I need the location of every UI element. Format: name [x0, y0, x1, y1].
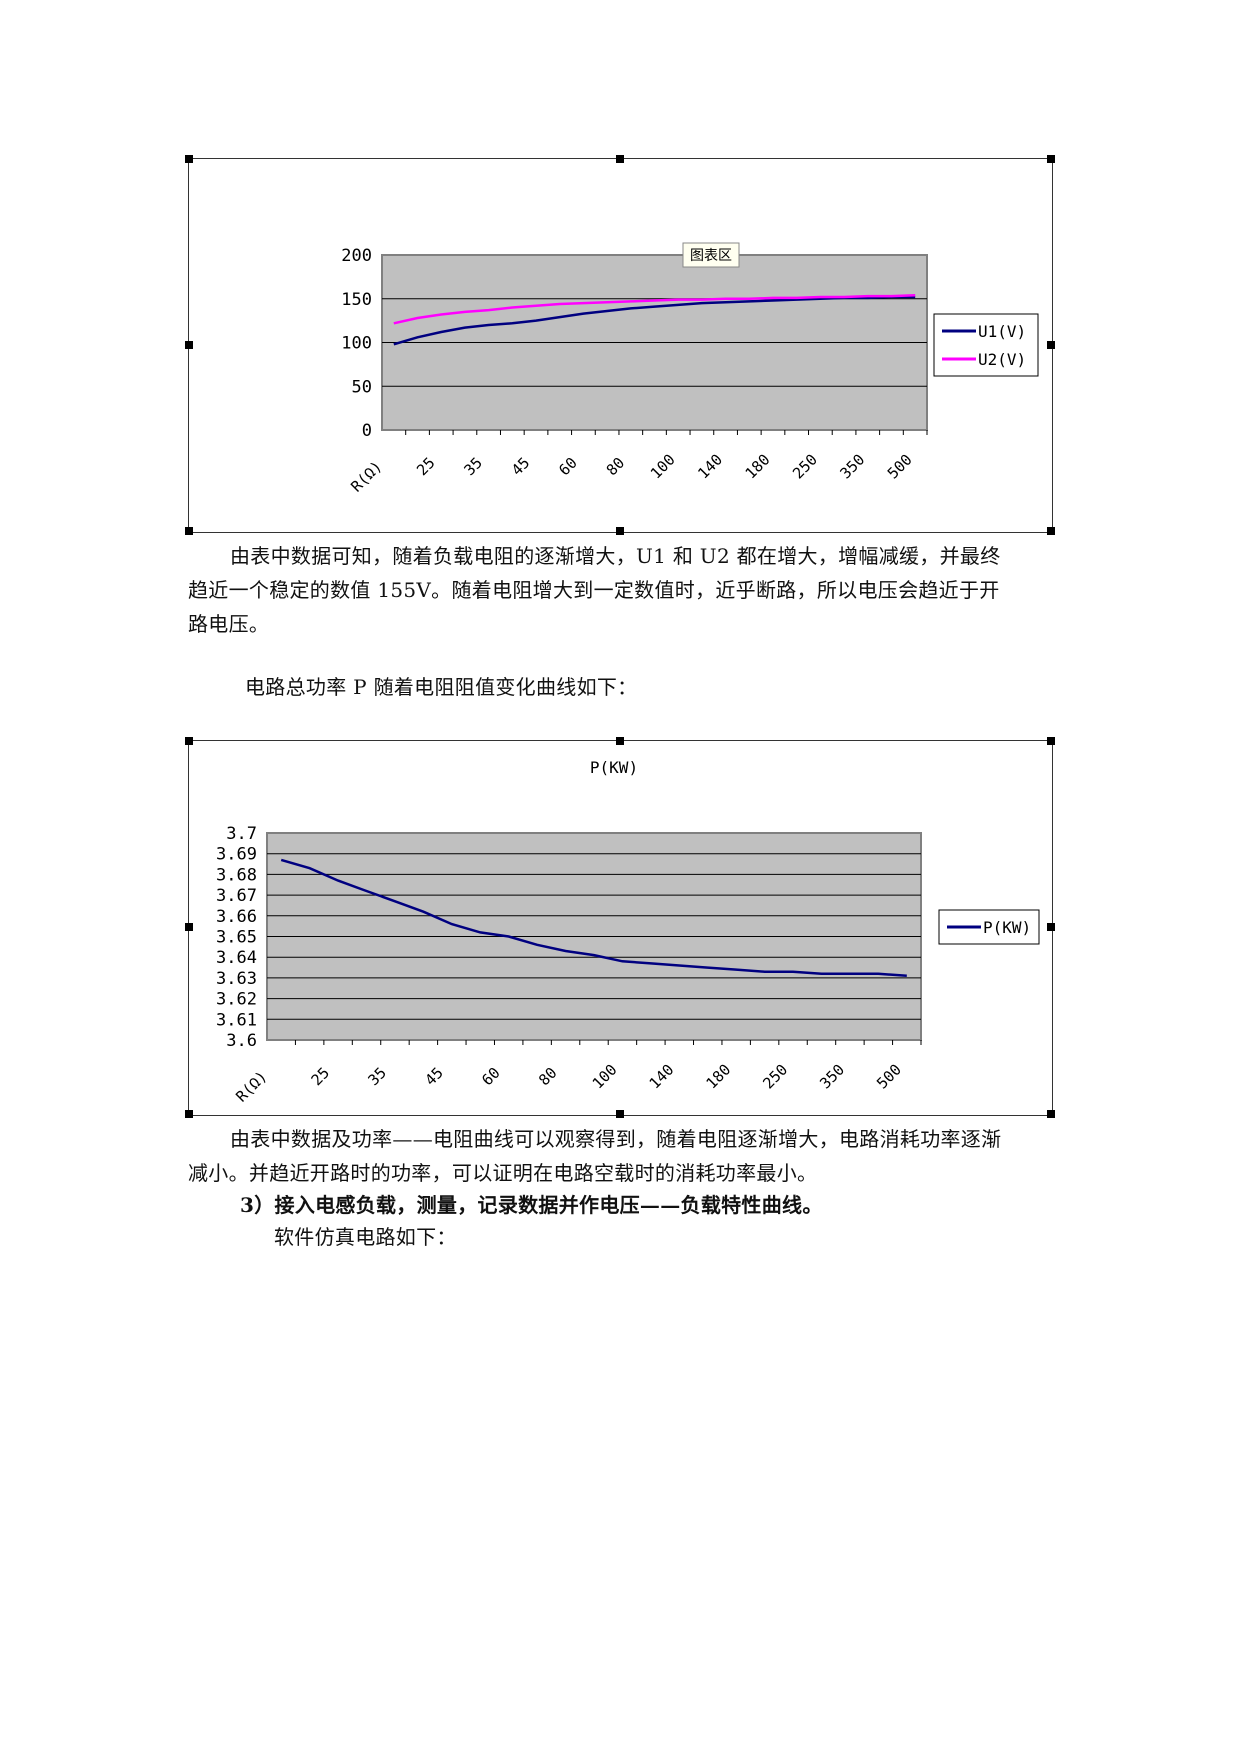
- x-tick-label: 100: [647, 451, 679, 483]
- y-tick-label: 50: [352, 377, 372, 397]
- resize-handle[interactable]: [616, 155, 624, 163]
- text-line: 由表中数据及功率——电阻曲线可以观察得到，随着电阻逐渐增大，电路消耗功率逐渐: [230, 1127, 1002, 1151]
- x-tick-label: 25: [308, 1064, 334, 1090]
- resize-handle[interactable]: [1047, 923, 1055, 931]
- resize-handle[interactable]: [185, 527, 193, 535]
- y-tick-label: 0: [362, 421, 372, 441]
- x-tick-label: 35: [460, 454, 486, 480]
- y-tick-label: 3.68: [216, 865, 257, 885]
- paragraph-power-intro: 电路总功率 P 随着电阻阻值变化曲线如下：: [245, 675, 638, 699]
- x-tick-label: 250: [789, 451, 821, 483]
- x-tick-label: 45: [508, 454, 534, 480]
- resize-handle[interactable]: [616, 1110, 624, 1118]
- resize-handle[interactable]: [185, 923, 193, 931]
- y-tick-label: 3.61: [216, 1010, 257, 1030]
- x-tick-label: 180: [702, 1061, 734, 1093]
- text-line: 由表中数据可知，随着负载电阻的逐渐增大，U1 和 U2 都在增大，增幅减缓，并最…: [230, 544, 1001, 568]
- x-tick-label: 60: [478, 1064, 504, 1090]
- x-tick-label: 500: [884, 451, 916, 483]
- resize-handle[interactable]: [185, 155, 193, 163]
- resize-handle[interactable]: [185, 1110, 193, 1118]
- chart-power-frame[interactable]: 3.7 3.69 3.68 3.67 3.66 3.65 3.64 3.63 3.62 3.61 3…: [188, 740, 1053, 1116]
- paragraph-power-analysis: 由表中数据及功率——电阻曲线可以观察得到，随着电阻逐渐增大，电路消耗功率逐渐 减…: [188, 1122, 1058, 1190]
- y-tick-label: 3.69: [216, 845, 257, 865]
- resize-handle[interactable]: [1047, 155, 1055, 163]
- chart-voltage-frame[interactable]: 200 150 100 50 0 25 35 45 60 80 100 140 180 250 350 500…: [188, 158, 1053, 533]
- x-tick-label: 140: [646, 1061, 678, 1093]
- y-tick-label: 3.62: [216, 990, 257, 1010]
- y-tick-label: 200: [341, 246, 372, 266]
- legend-label: P(KW): [983, 918, 1031, 937]
- text-line: 路电压。: [188, 612, 270, 636]
- x-tick-label: 500: [873, 1061, 905, 1093]
- y-tick-label: 3.66: [216, 907, 257, 927]
- x-tick-label: 80: [535, 1064, 561, 1090]
- legend-box: [933, 313, 1039, 377]
- series-line: [280, 858, 907, 978]
- chart-area-tag-box: [682, 242, 740, 268]
- x-tick-label: 60: [555, 454, 581, 480]
- series-line: [393, 295, 916, 346]
- paragraph-simulation-intro: 软件仿真电路如下：: [274, 1225, 457, 1249]
- x-tick-label: 35: [364, 1064, 390, 1090]
- x-axis-corner-label: R(Ω): [347, 457, 385, 495]
- text-line: 减小。并趋近开路时的功率，可以证明在电路空载时的消耗功率最小。: [188, 1161, 818, 1185]
- y-tick-label: 3.67: [216, 886, 257, 906]
- y-tick-label: 3.65: [216, 928, 257, 948]
- resize-handle[interactable]: [616, 527, 624, 535]
- resize-handle[interactable]: [1047, 737, 1055, 745]
- y-tick-label: 3.64: [216, 948, 257, 968]
- series-line: [393, 294, 916, 325]
- x-tick-label: 100: [589, 1061, 621, 1093]
- resize-handle[interactable]: [185, 737, 193, 745]
- x-axis-corner-label: R(Ω): [232, 1067, 270, 1105]
- x-tick-label: 45: [421, 1064, 447, 1090]
- y-tick-label: 100: [341, 334, 372, 354]
- x-tick-label: 25: [413, 454, 439, 480]
- resize-handle[interactable]: [1047, 1110, 1055, 1118]
- legend-label: U2(V): [978, 350, 1026, 369]
- legend-label: U1(V): [978, 322, 1026, 341]
- text-line: 趋近一个稳定的数值 155V。随着电阻增大到一定数值时，近乎断路，所以电压会趋近…: [188, 578, 1000, 602]
- x-tick-label: 80: [603, 454, 629, 480]
- resize-handle[interactable]: [616, 737, 624, 745]
- x-tick-label: 180: [742, 451, 774, 483]
- y-tick-label: 3.7: [226, 824, 257, 844]
- x-tick-label: 350: [836, 451, 868, 483]
- resize-handle[interactable]: [185, 341, 193, 349]
- chart-power: 3.73.693.683.673.663.653.643.633.623.613…: [216, 758, 1040, 1106]
- y-tick-label: 3.63: [216, 969, 257, 989]
- chart-title: P(KW): [590, 758, 638, 777]
- section-heading: 3）接入电感负载，测量，记录数据并作电压——负载特性曲线。: [240, 1193, 823, 1217]
- resize-handle[interactable]: [1047, 341, 1055, 349]
- x-tick-label: 250: [759, 1061, 791, 1093]
- x-tick-label: 140: [694, 451, 726, 483]
- x-tick-label: 350: [816, 1061, 848, 1093]
- chart-area-tag: 图表区: [690, 248, 732, 264]
- y-tick-label: 3.6: [226, 1031, 257, 1051]
- y-tick-label: 150: [341, 290, 372, 310]
- resize-handle[interactable]: [1047, 527, 1055, 535]
- paragraph-voltage-analysis: 由表中数据可知，随着负载电阻的逐渐增大，U1 和 U2 都在增大，增幅减缓，并最…: [188, 539, 1058, 641]
